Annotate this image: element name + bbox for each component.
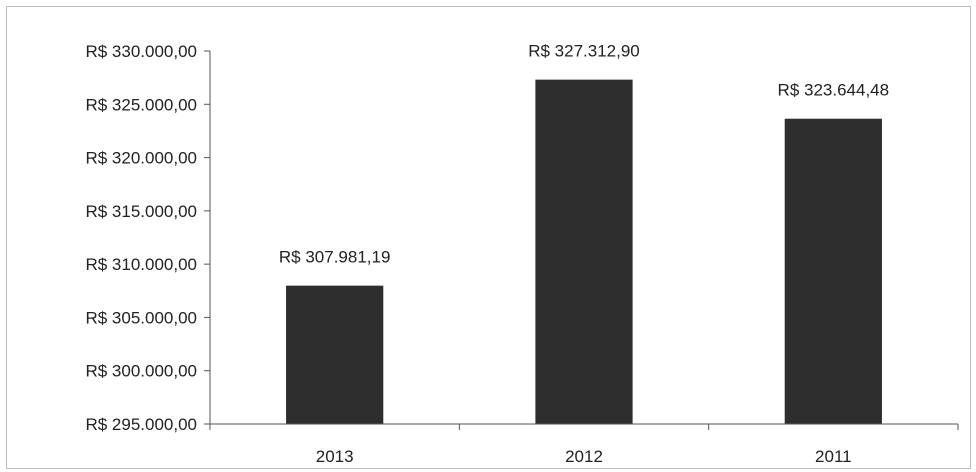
y-tick-label: R$ 305.000,00 [85, 308, 197, 327]
data-label-2013: R$ 307.981,19 [279, 248, 391, 267]
bar-2011 [784, 118, 882, 424]
y-tick-label: R$ 310.000,00 [85, 255, 197, 274]
bars: R$ 307.981,19 R$ 327.312,90 R$ 323.644,48 [279, 42, 889, 424]
data-label-2012: R$ 327.312,90 [528, 42, 640, 61]
y-tick-label: R$ 320.000,00 [85, 149, 197, 168]
data-label-2011: R$ 323.644,48 [778, 81, 890, 100]
x-axis: 2013 2012 2011 [209, 423, 959, 466]
x-tick-label-2013: 2013 [316, 447, 354, 466]
y-tick-label: R$ 300.000,00 [85, 362, 197, 381]
y-tick-label: R$ 325.000,00 [85, 95, 197, 114]
y-axis: R$ 295.000,00 R$ 300.000,00 R$ 305.000,00 R… [85, 42, 211, 434]
bar-2013 [286, 285, 384, 424]
bar-2012 [535, 79, 633, 424]
y-tick-label: R$ 315.000,00 [85, 202, 197, 221]
x-tick-label-2011: 2011 [815, 447, 852, 466]
y-tick-label: R$ 295.000,00 [85, 415, 197, 434]
x-tick-label-2012: 2012 [565, 447, 603, 466]
y-tick-label: R$ 330.000,00 [85, 42, 197, 61]
